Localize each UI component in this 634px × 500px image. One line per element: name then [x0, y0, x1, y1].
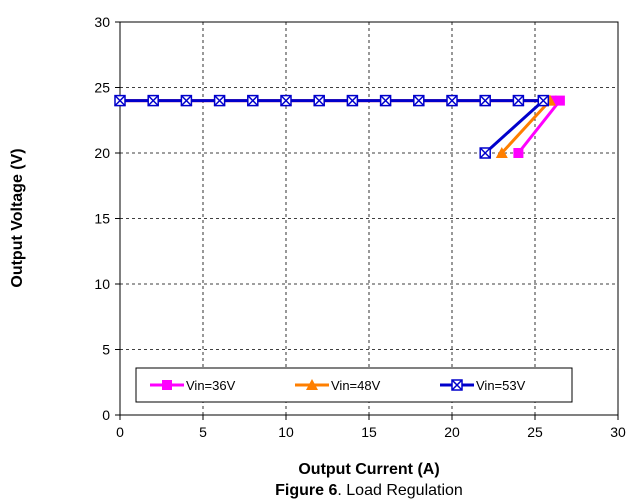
- y-tick-label: 25: [94, 80, 110, 96]
- legend-box: [135, 367, 573, 403]
- data-point-triangle: [306, 379, 318, 390]
- legend-label: Vin=48V: [331, 378, 381, 393]
- y-tick-label: 30: [94, 14, 110, 30]
- data-point-triangle: [495, 147, 508, 158]
- data-point-square: [554, 95, 565, 106]
- series-lines: [114, 94, 565, 159]
- data-point-x-square: [479, 94, 491, 107]
- x-tick-label: 30: [610, 424, 626, 440]
- data-point-x-square: [537, 94, 550, 107]
- y-tick-label: 15: [94, 211, 110, 227]
- legend-entry: Vin=53V: [440, 378, 526, 393]
- data-point-x-square: [280, 94, 292, 107]
- grid-lines: [120, 22, 618, 415]
- x-tick-label: 0: [116, 424, 124, 440]
- legend-label: Vin=36V: [186, 378, 236, 393]
- data-point-x-square: [213, 94, 226, 107]
- data-point-x-square: [451, 379, 463, 391]
- data-point-x-square: [180, 94, 193, 107]
- legend-label: Vin=53V: [476, 378, 526, 393]
- x-tick-label: 20: [444, 424, 460, 440]
- data-point-x-square: [114, 94, 126, 107]
- caption-prefix: Figure 6: [275, 482, 337, 499]
- legend-entry: Vin=48V: [295, 378, 381, 393]
- data-point-x-square: [413, 94, 425, 107]
- x-tick-label: 10: [278, 424, 294, 440]
- y-tick-label: 5: [102, 342, 110, 358]
- figure-caption: Figure 6. Load Regulation: [275, 482, 463, 499]
- y-axis-title: Output Voltage (V): [9, 148, 26, 287]
- x-tick-label: 25: [527, 424, 543, 440]
- data-point-square: [162, 380, 172, 390]
- data-point-x-square: [247, 94, 259, 107]
- data-point-x-square: [147, 94, 159, 107]
- data-point-x-square: [313, 94, 325, 107]
- axis-ticks: 0 5 10 15 20 25 30 0 5 10 15 20 25 30: [94, 14, 626, 440]
- data-point-square: [513, 148, 524, 158]
- data-point-x-square: [512, 94, 525, 107]
- series-Vin=53V: [114, 94, 550, 159]
- data-point-x-square: [446, 94, 458, 107]
- y-tick-label: 0: [102, 407, 110, 423]
- caption-text: . Load Regulation: [337, 482, 462, 499]
- data-point-x-square: [346, 94, 359, 107]
- y-tick-label: 10: [94, 276, 110, 292]
- x-tick-label: 5: [199, 424, 207, 440]
- y-tick-label: 20: [94, 145, 110, 161]
- data-point-x-square: [479, 147, 491, 159]
- data-point-x-square: [379, 94, 392, 107]
- x-axis-title: Output Current (A): [298, 461, 439, 478]
- x-tick-label: 15: [361, 424, 377, 440]
- legend: Vin=36V Vin=48V Vin=53V: [135, 367, 573, 403]
- legend-entry: Vin=36V: [150, 378, 236, 393]
